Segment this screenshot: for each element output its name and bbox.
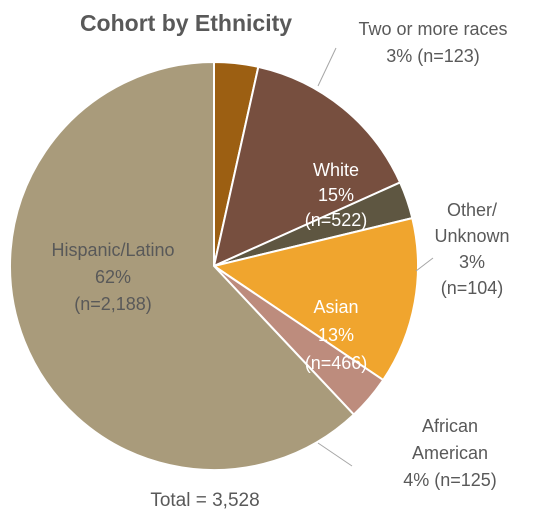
slice-label-line: 62%	[95, 267, 131, 287]
slice-label-white: White 15% (n=522)	[305, 160, 368, 230]
slice-label-line: (n=522)	[305, 210, 368, 230]
slice-label-line: White	[313, 160, 359, 180]
slice-label-line: Other/	[447, 200, 497, 220]
slice-label-line: American	[412, 443, 488, 463]
slice-label-line: 15%	[318, 185, 354, 205]
pie-slice-asian	[211, 216, 419, 382]
chart-title: Cohort by Ethnicity	[80, 10, 292, 36]
pie-slice-hispanic-latino	[9, 60, 356, 471]
leader-lines	[317, 47, 434, 467]
slice-label-line: Hispanic/Latino	[51, 240, 174, 260]
slice-label-asian: Asian 13% (n=466)	[305, 297, 368, 373]
slice-label-line: Two or more races	[358, 19, 507, 39]
slice-label-line: 3%	[459, 252, 485, 272]
slice-label-line: 13%	[318, 325, 354, 345]
slice-labels: Two or more races 3% (n=123) White 15% (n=52…	[51, 19, 509, 490]
leader-line-two-or-more-races	[317, 47, 337, 87]
leader-line-african-american	[317, 442, 353, 467]
pie-slices	[9, 60, 419, 471]
slice-label-line: (n=2,188)	[74, 294, 152, 314]
slice-label-line: (n=466)	[305, 353, 368, 373]
slice-label-line: Asian	[313, 297, 358, 317]
total-label: Total = 3,528	[150, 490, 259, 511]
slice-label-two-or-more-races: Two or more races 3% (n=123)	[358, 19, 507, 66]
slice-label-line: (n=104)	[441, 278, 504, 298]
slice-label-african-american: African American 4% (n=125)	[403, 416, 497, 490]
slice-label-line: Unknown	[434, 226, 509, 246]
pie-slice-white	[212, 65, 402, 268]
slice-label-line: African	[422, 416, 478, 436]
slice-label-hispanic-latino: Hispanic/Latino 62% (n=2,188)	[51, 240, 174, 314]
leader-line-other-unknown	[415, 257, 434, 272]
slice-label-line: 4% (n=125)	[403, 470, 497, 490]
slice-label-line: 3% (n=123)	[386, 46, 480, 66]
slice-label-other-unknown: Other/Unknown 3% (n=104)	[434, 200, 509, 298]
